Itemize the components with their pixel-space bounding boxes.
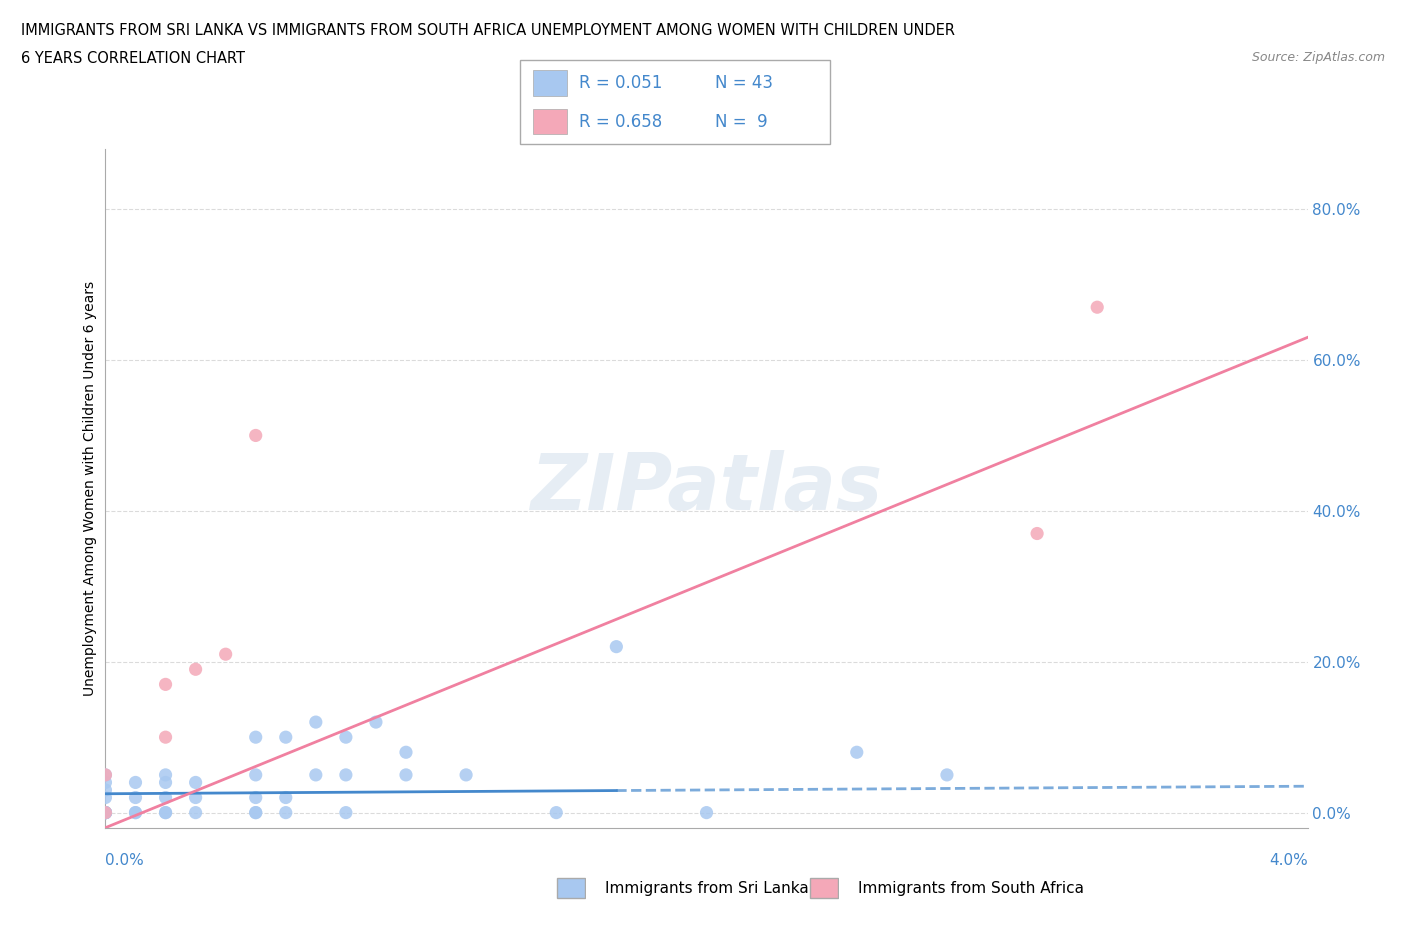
Point	[274, 805, 297, 820]
Point	[454, 767, 477, 782]
Point	[124, 805, 146, 820]
Point	[124, 775, 146, 790]
Point	[94, 805, 117, 820]
Point	[305, 767, 328, 782]
Text: N =  9: N = 9	[716, 113, 768, 130]
Point	[1085, 299, 1108, 314]
Point	[124, 790, 146, 805]
Point	[94, 805, 117, 820]
Point	[155, 790, 177, 805]
Point	[696, 805, 718, 820]
Point	[335, 805, 357, 820]
Point	[94, 805, 117, 820]
Text: N = 43: N = 43	[716, 74, 773, 92]
FancyBboxPatch shape	[520, 60, 830, 144]
Point	[94, 790, 117, 805]
Point	[94, 767, 117, 782]
Point	[94, 805, 117, 820]
Point	[155, 775, 177, 790]
Point	[245, 767, 267, 782]
Point	[94, 775, 117, 790]
Point	[245, 805, 267, 820]
Text: R = 0.051: R = 0.051	[579, 74, 662, 92]
FancyBboxPatch shape	[533, 71, 567, 96]
Point	[155, 730, 177, 745]
Point	[214, 646, 236, 661]
Text: 6 YEARS CORRELATION CHART: 6 YEARS CORRELATION CHART	[21, 51, 245, 66]
Point	[184, 775, 207, 790]
Text: Source: ZipAtlas.com: Source: ZipAtlas.com	[1251, 51, 1385, 64]
Point	[546, 805, 568, 820]
FancyBboxPatch shape	[810, 879, 838, 897]
Point	[184, 805, 207, 820]
Point	[274, 730, 297, 745]
Point	[155, 805, 177, 820]
Text: 0.0%: 0.0%	[105, 853, 145, 868]
Point	[94, 767, 117, 782]
Text: ZIPatlas: ZIPatlas	[530, 450, 883, 526]
Point	[184, 662, 207, 677]
FancyBboxPatch shape	[557, 879, 585, 897]
Point	[335, 767, 357, 782]
Point	[94, 805, 117, 820]
Point	[94, 805, 117, 820]
Point	[274, 790, 297, 805]
Text: IMMIGRANTS FROM SRI LANKA VS IMMIGRANTS FROM SOUTH AFRICA UNEMPLOYMENT AMONG WOM: IMMIGRANTS FROM SRI LANKA VS IMMIGRANTS …	[21, 23, 955, 38]
Point	[245, 790, 267, 805]
Point	[155, 767, 177, 782]
FancyBboxPatch shape	[533, 109, 567, 134]
Text: Immigrants from Sri Lanka: Immigrants from Sri Lanka	[605, 881, 808, 896]
Point	[936, 767, 959, 782]
Y-axis label: Unemployment Among Women with Children Under 6 years: Unemployment Among Women with Children U…	[83, 281, 97, 696]
Point	[1026, 526, 1049, 541]
Point	[245, 730, 267, 745]
Point	[245, 428, 267, 443]
Text: Immigrants from South Africa: Immigrants from South Africa	[858, 881, 1084, 896]
Point	[395, 767, 418, 782]
Point	[305, 714, 328, 729]
Text: R = 0.658: R = 0.658	[579, 113, 662, 130]
Point	[605, 639, 627, 654]
Point	[335, 730, 357, 745]
Point	[245, 805, 267, 820]
Point	[94, 805, 117, 820]
Point	[124, 805, 146, 820]
Point	[155, 677, 177, 692]
Point	[395, 745, 418, 760]
Point	[94, 782, 117, 797]
Point	[845, 745, 868, 760]
Point	[184, 790, 207, 805]
Point	[364, 714, 387, 729]
Point	[155, 805, 177, 820]
Text: 4.0%: 4.0%	[1268, 853, 1308, 868]
